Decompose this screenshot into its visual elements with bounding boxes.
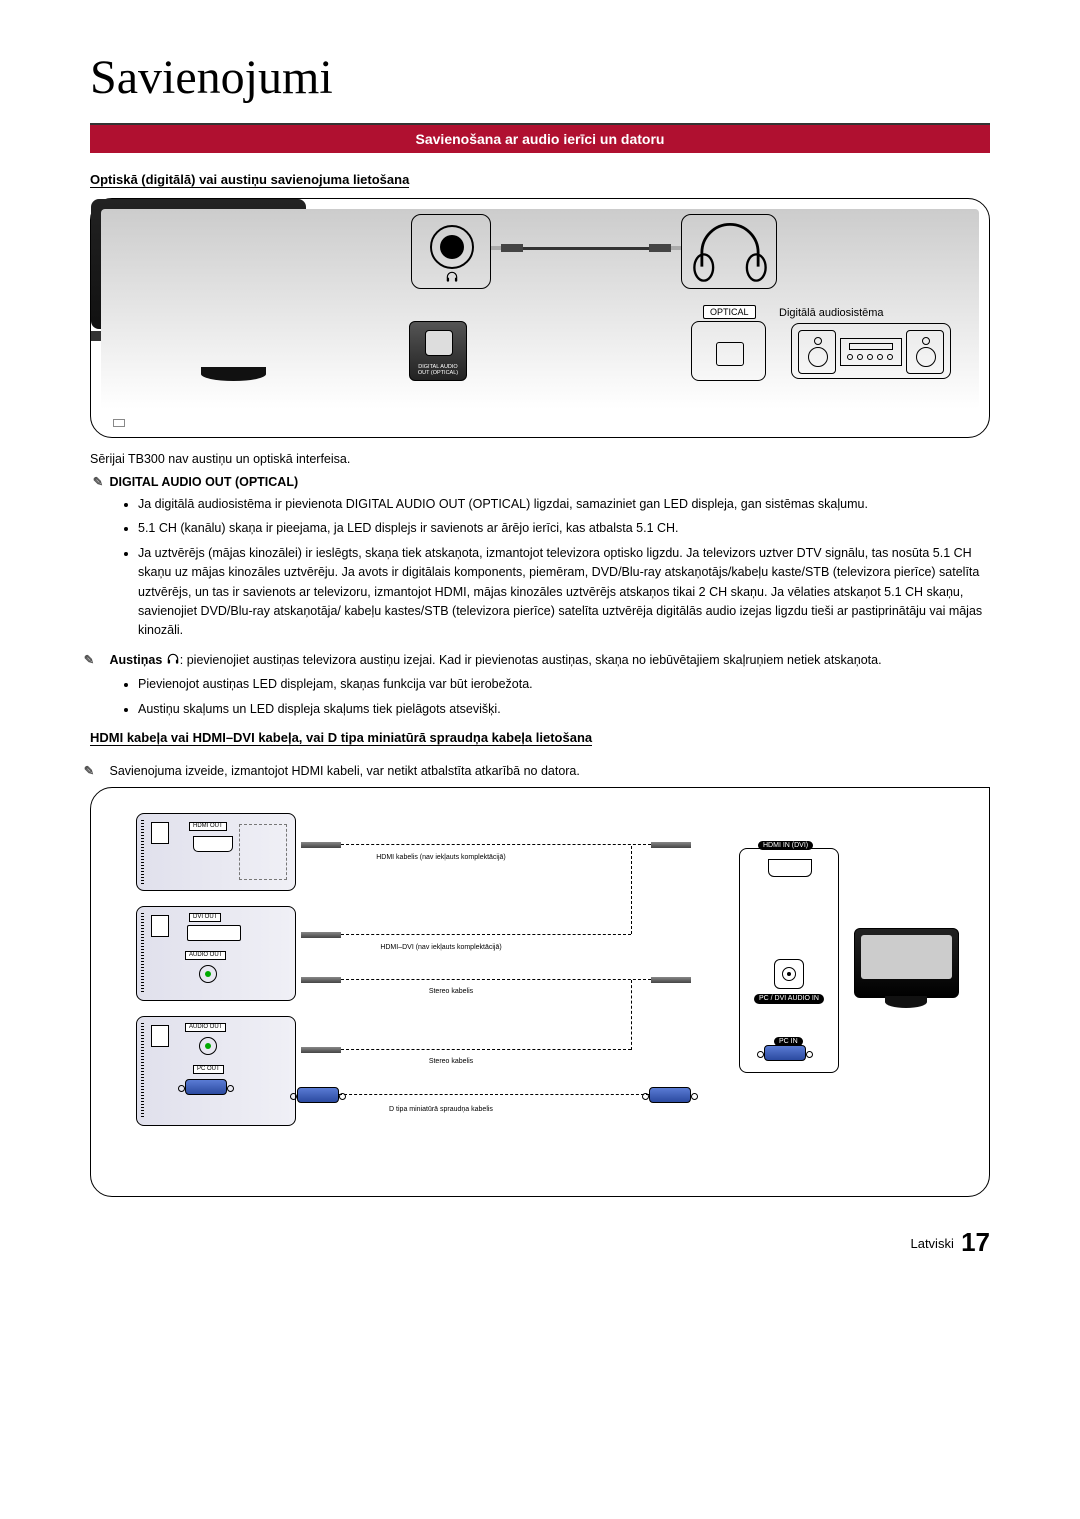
dao-heading: ✎ DIGITAL AUDIO OUT (OPTICAL): [90, 474, 990, 489]
dvi-out-label: DVI OUT: [189, 913, 221, 922]
tv-illustration: [91, 199, 306, 329]
headphones-bullet: Austiņu skaļums un LED displeja skaļums …: [138, 700, 990, 719]
tv-optical-port: DIGITAL AUDIO OUT (OPTICAL): [409, 321, 467, 381]
hdmi-out-label: HDMI OUT: [189, 822, 227, 831]
hdmi-dvi-cable: [301, 928, 631, 942]
optical-bullets: Ja digitālā audiosistēma ir pievienota D…: [138, 495, 990, 641]
headphones-bullets: Pievienojot austiņas LED displejam, skaņ…: [138, 675, 990, 719]
headphones-note-text: : pievienojiet austiņas televizora austi…: [180, 653, 882, 667]
headphones-icon: [682, 215, 778, 290]
note-icon: ✎: [90, 651, 106, 670]
hdmi-cable-caption: HDMI kabelis (nav iekļauts komplektācijā…: [371, 854, 511, 861]
source-device-pc: AUDIO OUT PC OUT: [136, 1016, 296, 1126]
hdmi-note: ✎ Savienojuma izveide, izmantojot HDMI k…: [90, 762, 990, 781]
headphones-inline-icon: [166, 652, 180, 666]
audio-in-label: PC / DVI AUDIO IN: [754, 994, 824, 1004]
optical-bullet: Ja uztvērējs (mājas kinozālei) ir ieslēg…: [138, 544, 990, 641]
headphones-bullet: Pievienojot austiņas LED displejam, skaņ…: [138, 675, 990, 694]
cable-junction-line: [631, 846, 632, 934]
monitor-illustration: [854, 928, 959, 998]
hdmi-cable: [301, 838, 691, 852]
dsub-cable: [301, 1088, 691, 1102]
audio-out-label-1: AUDIO OUT: [185, 951, 226, 960]
hdmi-note-text: Savienojuma izveide, izmantojot HDMI kab…: [109, 764, 579, 778]
dao-heading-text: DIGITAL AUDIO OUT (OPTICAL): [109, 475, 298, 489]
headphones-illustration: [681, 214, 777, 289]
note-icon: ✎: [90, 474, 106, 489]
hdmi-subheading: HDMI kabeļa vai HDMI–DVI kabeļa, vai D t…: [90, 730, 592, 746]
monitor-stand: [885, 996, 927, 1008]
pc-out-label: PC OUT: [193, 1065, 224, 1074]
hdmi-in-label: HDMI IN (DVI): [758, 841, 813, 850]
stereo-cable-caption-2: Stereo kabelis: [381, 1058, 521, 1065]
stereo-cable-2: [301, 1043, 631, 1057]
optical-chip-label: OPTICAL: [703, 305, 756, 319]
digital-audio-system-illustration: [791, 323, 951, 379]
hdmi-dvi-cable-caption: HDMI–DVI (nav iekļauts komplektācijā): [371, 944, 511, 951]
tv-optical-port-label: DIGITAL AUDIO OUT (OPTICAL): [412, 365, 464, 377]
receiver-optical-in: [691, 321, 766, 381]
headphones-label: Austiņas: [109, 653, 162, 667]
source-device-dvi: DVI OUT AUDIO OUT: [136, 906, 296, 1001]
page-footer: Latviski 17: [90, 1227, 990, 1258]
speaker-jack-box: [411, 214, 491, 289]
optical-subheading: Optiskā (digitālā) vai austiņu savienoju…: [90, 172, 409, 188]
tv-input-panel: HDMI IN (DVI) PC / DVI AUDIO IN PC IN: [739, 848, 839, 1073]
digital-audio-system-caption: Digitālā audiosistēma: [779, 307, 884, 319]
note-icon: ✎: [90, 762, 106, 781]
section-bar: Savienošana ar audio ierīci un datoru: [90, 123, 990, 153]
source-device-hdmi: HDMI OUT: [136, 813, 296, 891]
optical-bullet: Ja digitālā audiosistēma ir pievienota D…: [138, 495, 990, 514]
optical-connection-figure: DIGITAL AUDIO OUT (OPTICAL) OPTICAL Digi…: [90, 198, 990, 438]
chapter-title: Savienojumi: [90, 50, 990, 105]
hdmi-connection-figure: HDMI OUT DVI OUT AUDIO OUT AUDIO OUT PC …: [90, 787, 990, 1197]
footer-language: Latviski: [910, 1236, 953, 1251]
headphone-cable: [491, 241, 681, 255]
cable-junction-line: [631, 980, 632, 1050]
stereo-cable-caption-1: Stereo kabelis: [381, 988, 521, 995]
stereo-cable-1: [301, 973, 691, 987]
series-note: Sērijai TB300 nav austiņu un optiskā int…: [90, 452, 990, 466]
page-number: 17: [961, 1227, 990, 1257]
audio-out-label-2: AUDIO OUT: [185, 1023, 226, 1032]
headphones-note: ✎ Austiņas : pievienojiet austiņas telev…: [90, 651, 990, 670]
dsub-cable-caption: D tipa miniatūrā spraudņa kabelis: [371, 1106, 511, 1113]
headphone-jack-icon: [444, 270, 460, 284]
optical-bullet: 5.1 CH (kanālu) skaņa ir pieejama, ja LE…: [138, 519, 990, 538]
tv-stand: [201, 367, 266, 381]
